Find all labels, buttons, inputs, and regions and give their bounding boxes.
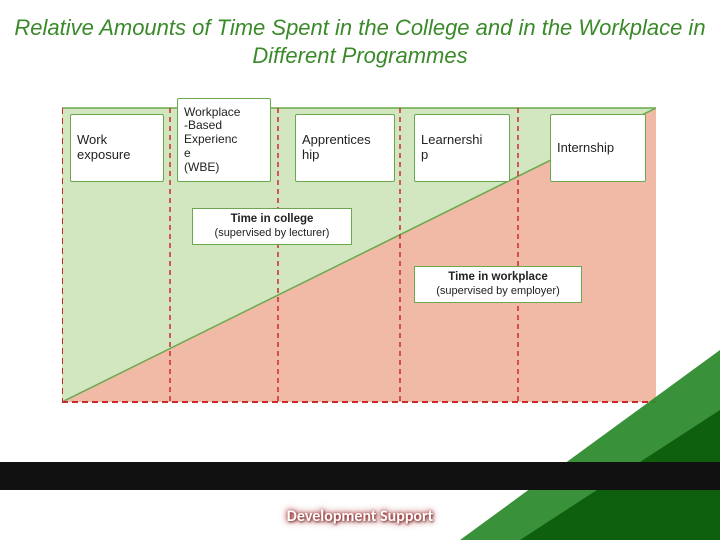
category-label: Internship [557,141,614,156]
decor-band [0,462,720,490]
category-label: Workplace-BasedExperience(WBE) [184,106,240,175]
category-box: Apprenticeship [295,114,395,182]
annotation-college: Time in college (supervised by lecturer) [192,208,352,245]
annotation-workplace-title: Time in workplace [423,271,573,285]
category-label: Learnership [421,133,482,163]
annotation-workplace: Time in workplace (supervised by employe… [414,266,582,303]
category-box: Workplace-BasedExperience(WBE) [177,98,271,182]
slide: Relative Amounts of Time Spent in the Co… [0,0,720,540]
category-label: Work exposure [77,133,157,163]
annotation-college-title: Time in college [201,213,343,227]
slide-title: Relative Amounts of Time Spent in the Co… [0,14,720,69]
annotation-workplace-sub: (supervised by employer) [423,285,573,298]
category-label: Apprenticeship [302,133,371,163]
category-box: Learnership [414,114,510,182]
category-box: Work exposure [70,114,164,182]
annotation-college-sub: (supervised by lecturer) [201,227,343,240]
footer-label: Development Support [0,507,720,526]
category-box: Internship [550,114,646,182]
